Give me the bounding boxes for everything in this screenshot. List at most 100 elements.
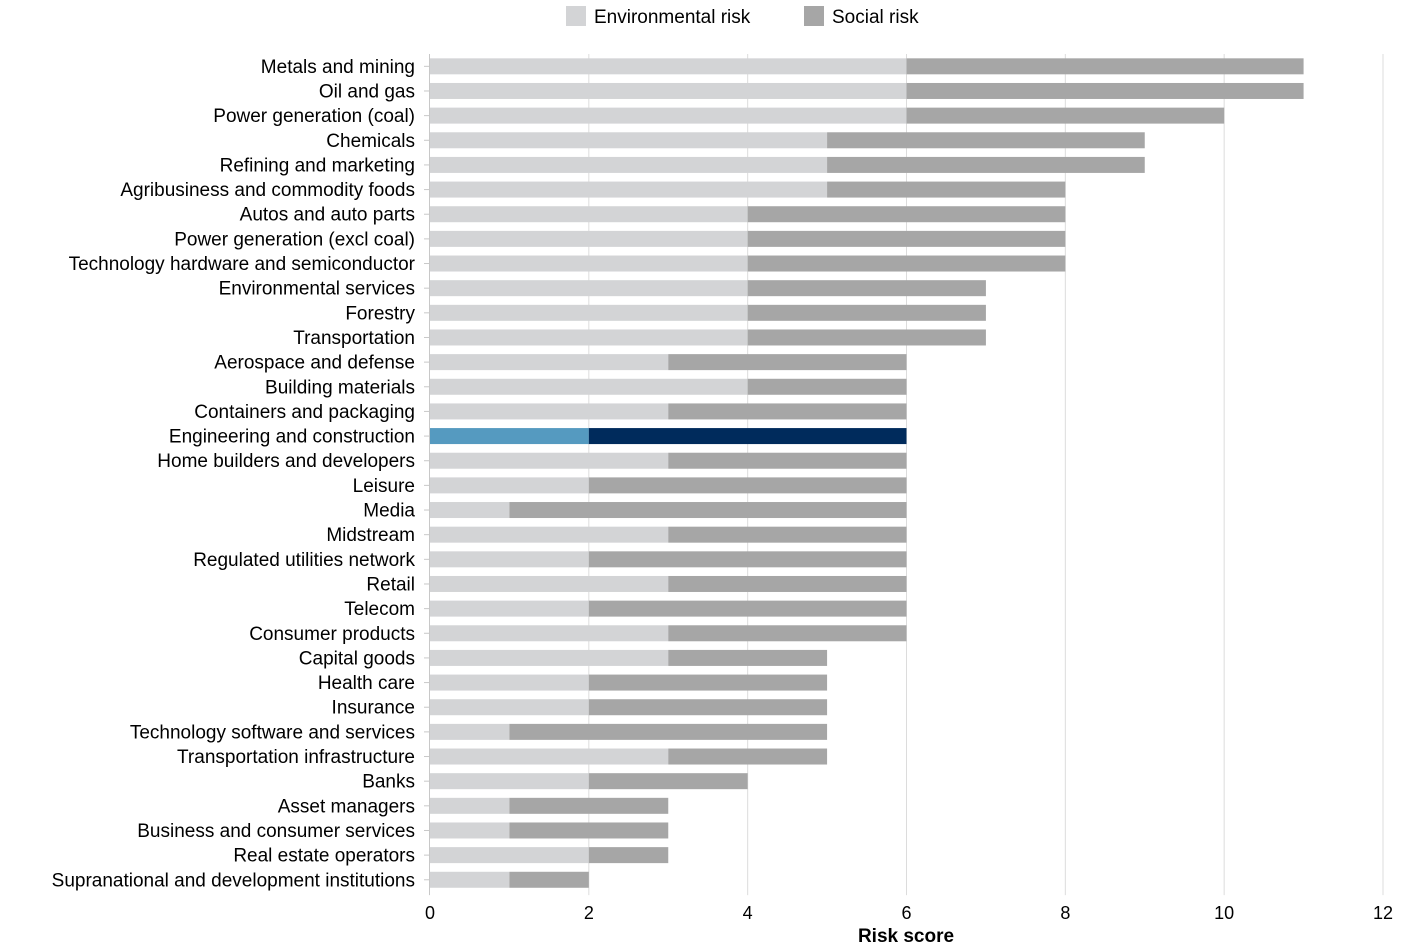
bar-social-risk xyxy=(668,403,907,420)
x-tick-label: 10 xyxy=(1214,903,1234,923)
bar-social-risk xyxy=(588,551,907,568)
bar-environmental-risk xyxy=(430,304,748,321)
bar-environmental-risk xyxy=(430,230,748,247)
category-label: Regulated utilities network xyxy=(193,550,415,571)
bar-environmental-risk xyxy=(430,181,828,198)
category-label: Autos and auto parts xyxy=(240,205,415,226)
bar-environmental-risk xyxy=(430,354,669,371)
bar-social-risk xyxy=(588,477,907,494)
bar-environmental-risk xyxy=(430,329,748,346)
category-label: Retail xyxy=(366,574,415,595)
bar-social-risk xyxy=(588,428,907,445)
bar-social-risk xyxy=(668,625,907,642)
x-tick-label: 2 xyxy=(584,903,594,923)
category-label: Transportation xyxy=(293,328,415,349)
category-label: Capital goods xyxy=(299,648,415,669)
bar-social-risk xyxy=(747,255,1066,272)
bar-environmental-risk xyxy=(430,575,669,592)
bar-environmental-risk xyxy=(430,58,907,75)
bar-environmental-risk xyxy=(430,132,828,149)
bar-environmental-risk xyxy=(430,723,510,740)
bar-environmental-risk xyxy=(430,526,669,543)
bar-social-risk xyxy=(509,502,907,519)
category-label: Consumer products xyxy=(249,624,415,645)
category-label: Transportation infrastructure xyxy=(177,747,415,768)
bar-environmental-risk xyxy=(430,255,748,272)
category-label: Oil and gas xyxy=(319,81,415,102)
bar-social-risk xyxy=(747,230,1066,247)
category-label: Engineering and construction xyxy=(169,427,415,448)
bar-social-risk xyxy=(668,649,828,666)
bar-environmental-risk xyxy=(430,107,907,124)
bar-social-risk xyxy=(906,107,1225,124)
category-label: Business and consumer services xyxy=(137,821,415,842)
bar-environmental-risk xyxy=(430,871,510,888)
bar-social-risk xyxy=(668,354,907,371)
bar-social-risk xyxy=(827,132,1145,149)
bars xyxy=(430,58,1304,888)
bar-environmental-risk xyxy=(430,156,828,173)
bar-social-risk xyxy=(668,526,907,543)
category-label: Health care xyxy=(318,673,415,694)
bar-social-risk xyxy=(906,82,1304,99)
bar-social-risk xyxy=(509,822,669,839)
bar-social-risk xyxy=(747,378,907,395)
category-label: Technology hardware and semiconductor xyxy=(69,254,416,275)
category-label: Supranational and development institutio… xyxy=(52,870,415,891)
category-label: Power generation (coal) xyxy=(213,106,415,127)
y-axis xyxy=(424,54,430,896)
category-label: Asset managers xyxy=(278,796,415,817)
category-label: Insurance xyxy=(332,698,415,719)
bar-environmental-risk xyxy=(430,206,748,223)
category-label: Midstream xyxy=(326,525,415,546)
category-label: Environmental services xyxy=(219,279,415,300)
bar-social-risk xyxy=(747,206,1066,223)
bar-environmental-risk xyxy=(430,649,669,666)
bar-social-risk xyxy=(827,156,1145,173)
bar-social-risk xyxy=(906,58,1304,75)
bar-environmental-risk xyxy=(430,280,748,297)
bar-social-risk xyxy=(747,304,986,321)
x-axis-title: Risk score xyxy=(858,926,954,947)
bar-social-risk xyxy=(747,329,986,346)
bar-environmental-risk xyxy=(430,674,589,691)
gridlines xyxy=(588,54,1384,896)
bar-environmental-risk xyxy=(430,773,589,790)
bar-environmental-risk xyxy=(430,502,510,519)
bar-environmental-risk xyxy=(430,551,589,568)
category-label: Agribusiness and commodity foods xyxy=(120,180,415,201)
x-tick-label: 0 xyxy=(425,903,435,923)
x-tick-label: 8 xyxy=(1060,903,1070,923)
category-label: Containers and packaging xyxy=(194,402,415,423)
bar-environmental-risk xyxy=(430,477,589,494)
category-label: Media xyxy=(363,501,415,522)
bar-environmental-risk xyxy=(430,452,669,469)
bar-social-risk xyxy=(588,600,907,617)
bar-social-risk xyxy=(509,797,669,814)
legend-swatch-social xyxy=(804,6,824,26)
bar-environmental-risk xyxy=(430,403,669,420)
category-label: Aerospace and defense xyxy=(214,353,415,374)
category-label: Telecom xyxy=(344,599,415,620)
bar-social-risk xyxy=(668,748,828,765)
x-axis-ticks: 0 2 4 6 8 10 12 xyxy=(425,903,1393,923)
bar-social-risk xyxy=(588,699,828,716)
x-tick-label: 12 xyxy=(1373,903,1393,923)
bar-environmental-risk xyxy=(430,428,589,445)
category-label: Chemicals xyxy=(326,131,415,152)
category-label: Power generation (excl coal) xyxy=(174,229,415,250)
category-label: Banks xyxy=(362,772,415,793)
bar-social-risk xyxy=(588,773,748,790)
bar-environmental-risk xyxy=(430,699,589,716)
bar-social-risk xyxy=(668,575,907,592)
category-label: Refining and marketing xyxy=(220,155,415,176)
legend-label-social: Social risk xyxy=(832,7,919,28)
legend-swatch-environmental xyxy=(566,6,586,26)
bar-social-risk xyxy=(509,871,589,888)
x-tick-label: 6 xyxy=(901,903,911,923)
legend: Environmental risk Social risk xyxy=(566,6,919,28)
category-label: Home builders and developers xyxy=(157,451,415,472)
bar-social-risk xyxy=(588,847,669,864)
